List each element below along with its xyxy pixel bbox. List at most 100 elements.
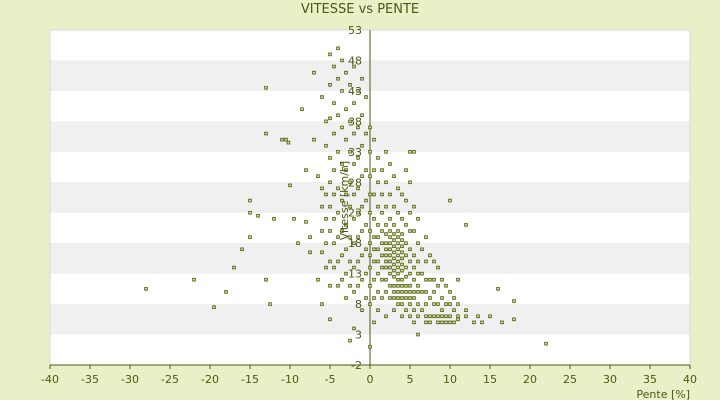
data-point: [340, 58, 344, 63]
data-point: [328, 229, 332, 233]
data-point: [360, 113, 364, 118]
data-point: [380, 192, 384, 197]
data-point: [380, 210, 384, 215]
data-point: [372, 320, 376, 325]
data-point: [328, 284, 332, 288]
data-point: [408, 180, 412, 185]
data-point: [324, 217, 328, 221]
data-point: [284, 137, 288, 142]
data-point: [452, 308, 456, 312]
data-point: [348, 204, 352, 209]
x-tick-label: 35: [643, 373, 657, 386]
data-point: [432, 290, 436, 294]
data-point: [404, 308, 408, 312]
data-point: [400, 314, 404, 319]
data-point: [332, 217, 336, 221]
data-point: [340, 89, 344, 93]
data-point: [404, 168, 408, 172]
x-tick-label: 5: [407, 373, 414, 386]
data-point: [408, 296, 412, 300]
data-point: [364, 168, 368, 172]
y-tick-label: 8: [355, 298, 362, 311]
data-point: [352, 101, 356, 105]
data-point: [404, 241, 408, 245]
data-point: [388, 192, 392, 197]
data-point: [456, 277, 460, 282]
data-point: [336, 284, 340, 288]
data-point: [300, 107, 304, 111]
data-point: [388, 253, 392, 258]
data-point: [344, 271, 348, 276]
data-point: [396, 241, 400, 245]
data-point: [332, 192, 336, 197]
data-point: [384, 314, 388, 319]
data-point: [344, 223, 348, 227]
data-point: [372, 235, 376, 239]
data-point: [304, 168, 308, 172]
data-point: [232, 265, 236, 270]
data-point: [360, 174, 364, 178]
data-point: [424, 235, 428, 239]
data-point: [376, 247, 380, 252]
data-point: [264, 86, 268, 90]
data-point: [432, 302, 436, 306]
data-point: [424, 302, 428, 306]
data-point: [376, 259, 380, 264]
data-point: [396, 247, 400, 252]
data-point: [356, 186, 360, 191]
data-point: [396, 302, 400, 306]
data-point: [412, 290, 416, 294]
data-point: [320, 186, 324, 191]
y-tick-label: 28: [348, 176, 362, 189]
data-point: [340, 162, 344, 166]
data-point: [388, 271, 392, 276]
data-point: [364, 198, 368, 203]
data-point: [392, 204, 396, 209]
data-point: [328, 52, 332, 57]
data-point: [356, 284, 360, 288]
x-tick-label: 20: [523, 373, 537, 386]
data-point: [364, 131, 368, 136]
data-point: [388, 259, 392, 264]
data-point: [328, 204, 332, 209]
data-point: [436, 314, 440, 319]
data-point: [328, 116, 332, 121]
data-point: [360, 204, 364, 209]
data-point: [400, 277, 404, 282]
data-point: [400, 244, 404, 249]
data-point: [340, 125, 344, 130]
data-point: [392, 250, 396, 255]
data-point: [388, 265, 392, 270]
data-point: [332, 241, 336, 245]
data-point: [448, 290, 452, 294]
data-point: [400, 238, 404, 242]
data-point: [336, 235, 340, 239]
chart-title: VITESSE vs PENTE: [300, 2, 420, 17]
x-tick-label: -15: [241, 373, 259, 386]
data-point: [348, 284, 352, 288]
data-point: [328, 156, 332, 160]
data-point: [332, 101, 336, 105]
data-point: [368, 344, 372, 349]
data-point: [248, 198, 252, 203]
data-point: [320, 250, 324, 255]
data-point: [404, 198, 408, 203]
data-points: [144, 46, 548, 349]
data-point: [388, 247, 392, 252]
y-axis-title: Vitesse [km/h]: [338, 161, 351, 241]
data-point: [364, 296, 368, 300]
data-point: [396, 271, 400, 276]
data-point: [396, 290, 400, 294]
data-point: [408, 150, 412, 154]
data-point: [336, 46, 340, 51]
data-point: [328, 259, 332, 264]
data-point: [324, 265, 328, 270]
data-point: [408, 229, 412, 233]
data-point: [344, 70, 348, 75]
data-point: [464, 308, 468, 312]
data-point: [192, 277, 196, 282]
data-point: [456, 317, 460, 322]
y-tick-labels: 53484338332823181383-2: [348, 24, 362, 372]
data-point: [368, 174, 372, 178]
x-tick-label: -35: [81, 373, 99, 386]
